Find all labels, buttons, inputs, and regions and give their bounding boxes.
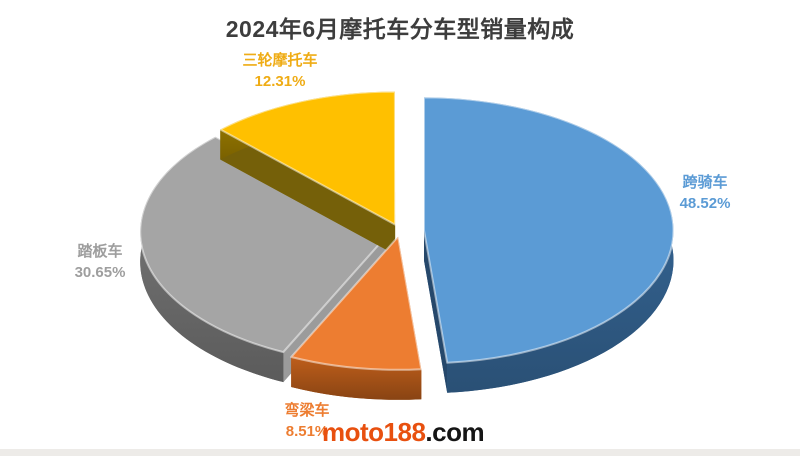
pie-slice-rim-wall bbox=[291, 357, 422, 400]
pie-label-name: 踏板车 bbox=[77, 243, 123, 260]
watermark: moto188.com bbox=[322, 417, 485, 448]
pie-data-label: 弯梁车 8.51% bbox=[284, 400, 329, 442]
pie-slice-top bbox=[139, 135, 392, 354]
pie-slice-top bbox=[423, 96, 675, 364]
pie-label-name: 三轮摩托车 bbox=[242, 52, 318, 69]
pie-slice-cut-wall bbox=[220, 129, 396, 255]
bottom-border bbox=[0, 449, 800, 456]
pie-label-name: 弯梁车 bbox=[284, 402, 330, 419]
pie-slice-cut-wall bbox=[424, 230, 448, 393]
pie-data-label: 踏板车 30.65% bbox=[75, 241, 126, 283]
pie-label-value: 30.65% bbox=[74, 264, 126, 281]
watermark-brand: moto188 bbox=[322, 417, 426, 447]
pie-label-value: 12.31% bbox=[254, 73, 306, 90]
chart-title: 2024年6月摩托车分车型销量构成 bbox=[225, 16, 575, 42]
pie-data-label: 三轮摩托车 12.31% bbox=[242, 50, 317, 92]
pie-label-value: 48.52% bbox=[679, 195, 731, 212]
pie-slice-top bbox=[290, 235, 423, 371]
pie-slice-rim-wall bbox=[140, 136, 284, 383]
watermark-domain-suffix: .com bbox=[425, 417, 485, 447]
pie-data-label: 跨骑车 48.52% bbox=[680, 172, 731, 214]
pie-slice-top bbox=[219, 90, 397, 226]
pie-label-value: 8.51% bbox=[285, 423, 329, 440]
pie-label-name: 跨骑车 bbox=[682, 174, 728, 191]
